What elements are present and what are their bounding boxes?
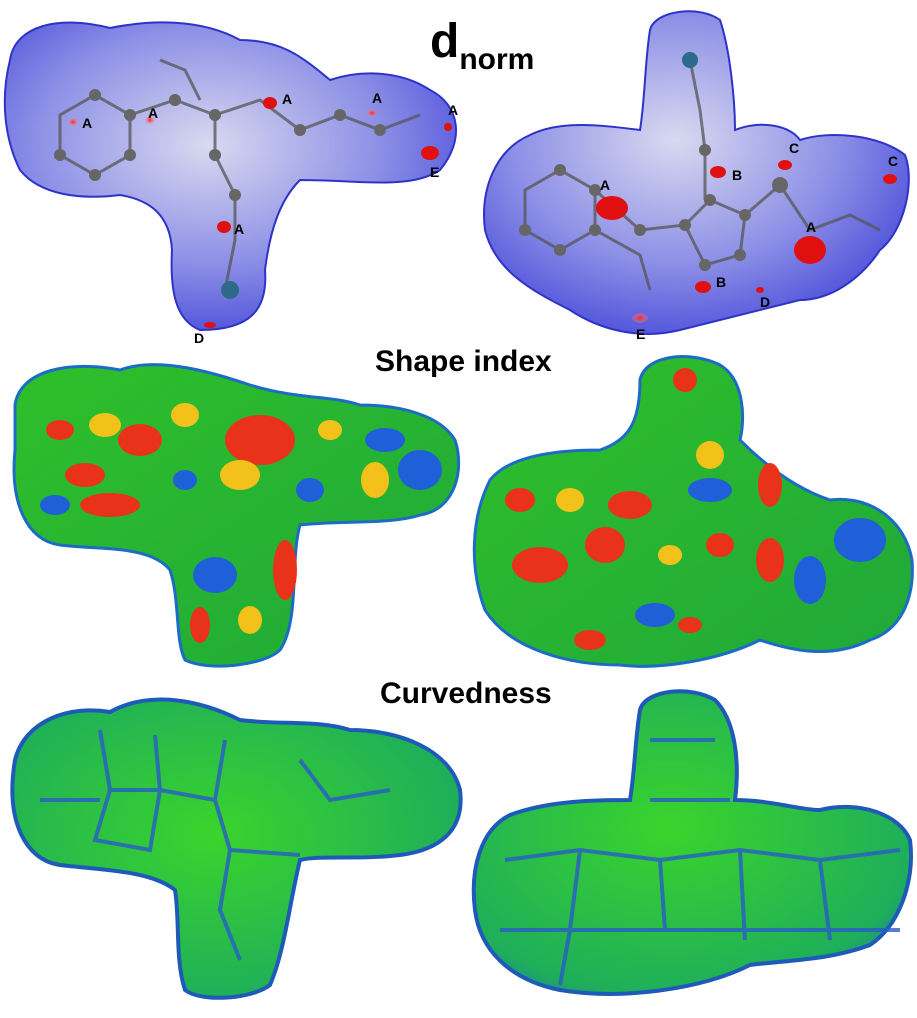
- curvedness-left-edges: [40, 729, 391, 961]
- dnorm-right-contacts: [596, 160, 897, 323]
- contact-label: E: [636, 326, 645, 342]
- molecule-atoms-left: [54, 89, 386, 299]
- dnorm-title: dnorm: [430, 18, 534, 84]
- contact-label: B: [716, 274, 726, 290]
- contact-label: A: [448, 102, 458, 118]
- dnorm-title-main: d: [430, 15, 460, 68]
- curvedness-right-surface: [471, 689, 913, 996]
- contact-label: A: [372, 90, 382, 106]
- dnorm-title-subscript: norm: [459, 43, 535, 76]
- contact-label: A: [234, 221, 244, 237]
- dnorm-left-contacts: [68, 97, 452, 328]
- contact-label: D: [760, 294, 770, 310]
- molecule-atoms-right: [519, 52, 788, 271]
- contact-label: A: [600, 177, 610, 193]
- dnorm-left-labels: A A A A A A E D: [82, 90, 458, 346]
- curvedness-right-edges: [500, 738, 901, 986]
- contact-label: B: [732, 167, 742, 183]
- curvedness-title: Curvedness: [380, 677, 552, 710]
- contact-label: C: [888, 153, 898, 169]
- curvedness-left-surface: [10, 697, 463, 1000]
- contact-label: C: [789, 140, 799, 156]
- contact-label: A: [82, 115, 92, 131]
- contact-label: E: [430, 164, 439, 180]
- dnorm-left-surface: A A A A A A E D: [3, 21, 458, 346]
- contact-label: A: [806, 219, 816, 235]
- dnorm-right-surface: A B C C A B D E: [483, 10, 910, 342]
- shape-index-left-surface: [12, 363, 461, 668]
- contact-label: D: [194, 330, 204, 346]
- contact-label: A: [148, 105, 158, 121]
- contact-label: A: [282, 91, 292, 107]
- shape-index-title: Shape index: [375, 345, 552, 378]
- shape-index-right-patches: [505, 368, 886, 650]
- shape-index-right-surface: [472, 355, 914, 668]
- shape-index-left-patches: [40, 403, 442, 643]
- dnorm-right-labels: A B C C A B D E: [600, 140, 898, 342]
